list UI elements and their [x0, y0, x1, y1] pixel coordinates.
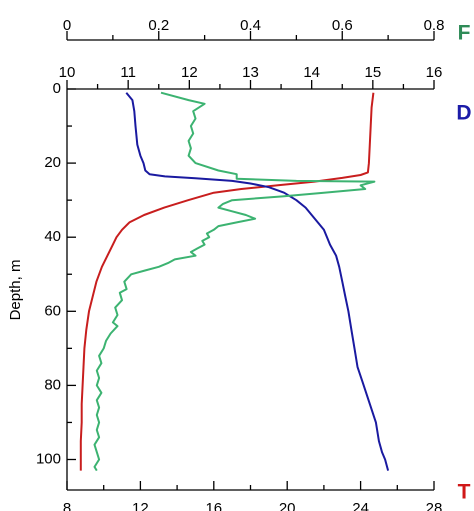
tick-label-T: 24 [352, 500, 369, 511]
tick-label-T: 8 [63, 500, 71, 511]
tick-label-F: 0.8 [424, 17, 445, 34]
tick-label-D: 15 [364, 64, 381, 81]
depth-tick-label: 80 [44, 376, 61, 393]
tick-label-T: 16 [205, 500, 222, 511]
axis-letter-T: T [458, 481, 471, 504]
y-axis-label: Depth, m [7, 260, 24, 321]
tick-label-F: 0.6 [332, 17, 353, 34]
tick-label-T: 20 [279, 500, 296, 511]
axis-letter-D: D [456, 102, 471, 125]
tick-label-T: 12 [132, 500, 149, 511]
tick-label-D: 12 [181, 64, 198, 81]
tick-label-D: 10 [59, 64, 76, 81]
depth-tick-label: 100 [36, 450, 61, 467]
depth-tick-label: 0 [53, 80, 61, 97]
axis-letter-F: F [458, 22, 471, 45]
series-line-D [125, 92, 390, 471]
tick-label-F: 0.2 [148, 17, 169, 34]
tick-label-D: 11 [120, 64, 136, 81]
tick-label-T: 28 [426, 500, 443, 511]
depth-tick-label: 20 [44, 154, 61, 171]
depth-tick-label: 40 [44, 228, 61, 245]
axes-layer: 0 0.2 0.4 0.6 0.8 F 10 11 12 13 14 15 16 D 8 12 16 20 24 28… [36, 17, 472, 511]
depth-tick-label: 60 [44, 302, 61, 319]
series-line-F [93, 91, 376, 472]
tick-label-D: 16 [426, 64, 443, 81]
series-layer [79, 91, 390, 472]
tick-label-F: 0.4 [240, 17, 261, 34]
series-line-T [79, 92, 375, 471]
tick-label-D: 13 [242, 64, 259, 81]
tick-label-F: 0 [63, 17, 71, 34]
tick-label-D: 14 [303, 64, 320, 81]
